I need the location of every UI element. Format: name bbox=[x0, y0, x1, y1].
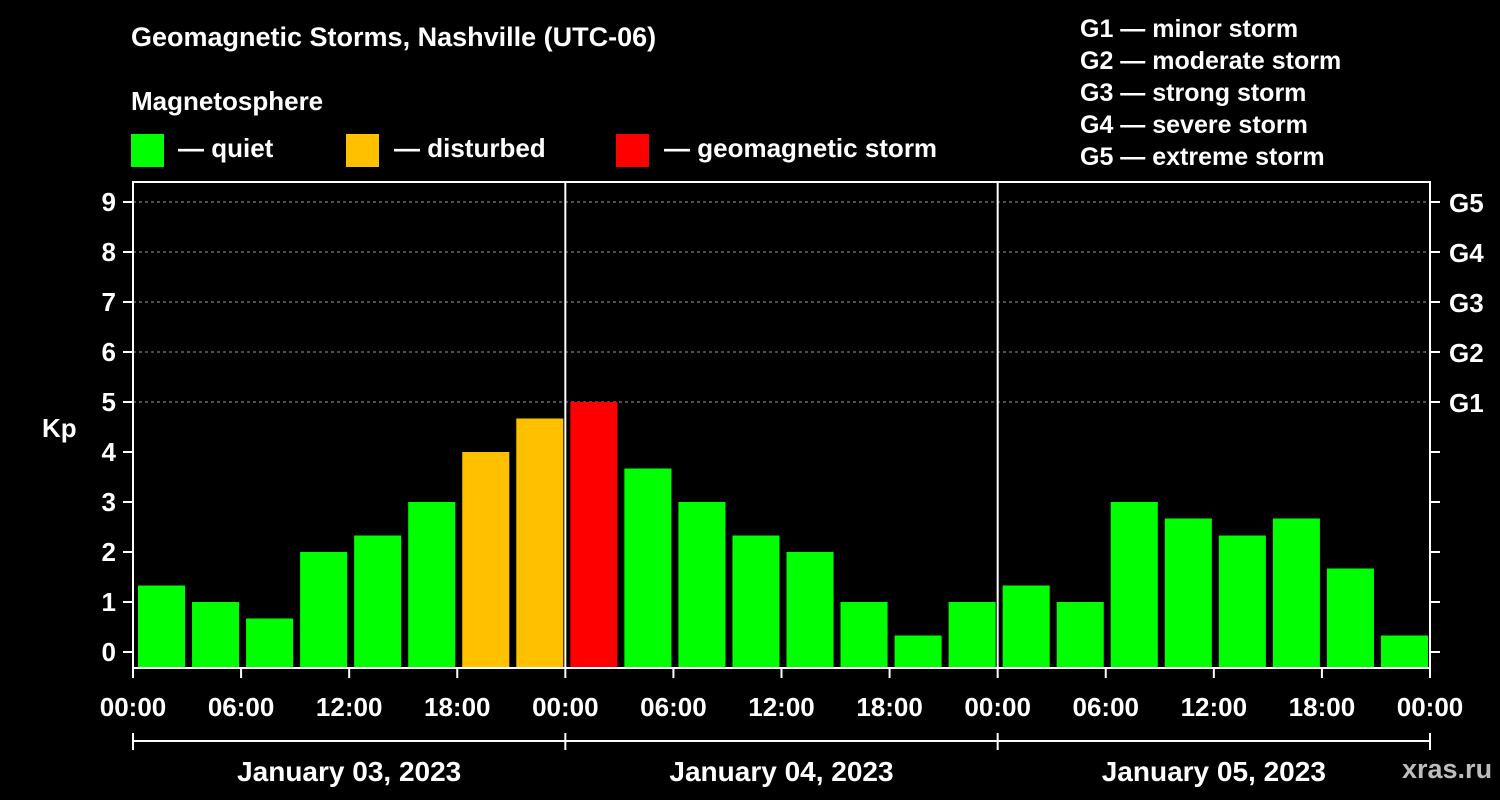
ytick-label-6: 6 bbox=[102, 337, 116, 367]
kp-bar-1 bbox=[192, 602, 240, 668]
gscale-tick-G2: G2 bbox=[1449, 338, 1484, 368]
xtick-label-1: 06:00 bbox=[208, 692, 275, 722]
watermark: xras.ru bbox=[1402, 754, 1493, 784]
legend-swatch-disturbed bbox=[346, 134, 379, 167]
kp-bar-12 bbox=[786, 552, 834, 668]
legend-subtitle: Magnetosphere bbox=[131, 86, 324, 116]
xtick-label-7: 18:00 bbox=[856, 692, 923, 722]
kp-bar-15 bbox=[948, 602, 996, 668]
kp-bar-7 bbox=[516, 418, 564, 668]
gscale-tick-G5: G5 bbox=[1449, 188, 1484, 218]
kp-bar-10 bbox=[678, 502, 726, 668]
xtick-label-11: 18:00 bbox=[1289, 692, 1356, 722]
legend-label-disturbed: — disturbed bbox=[394, 133, 546, 163]
ytick-label-9: 9 bbox=[102, 187, 116, 217]
kp-bar-14 bbox=[894, 635, 942, 668]
kp-bar-18 bbox=[1110, 502, 1158, 668]
storm-scale-g1: G1 — minor storm bbox=[1080, 15, 1299, 43]
xtick-label-6: 12:00 bbox=[748, 692, 815, 722]
xtick-label-10: 12:00 bbox=[1181, 692, 1248, 722]
kp-bar-19 bbox=[1164, 518, 1212, 668]
day-label-1: January 04, 2023 bbox=[669, 756, 893, 787]
kp-bar-11 bbox=[732, 535, 780, 668]
gscale-tick-G4: G4 bbox=[1449, 238, 1484, 268]
xtick-label-12: 00:00 bbox=[1397, 692, 1464, 722]
kp-bar-23 bbox=[1380, 635, 1428, 668]
kp-bar-0 bbox=[138, 585, 186, 668]
xtick-label-8: 00:00 bbox=[964, 692, 1031, 722]
kp-bar-22 bbox=[1326, 568, 1374, 668]
kp-bar-5 bbox=[408, 502, 456, 668]
storm-scale-g4: G4 — severe storm bbox=[1080, 111, 1308, 139]
kp-bar-17 bbox=[1056, 602, 1104, 668]
kp-bar-2 bbox=[246, 618, 294, 668]
kp-bar-16 bbox=[1002, 585, 1050, 668]
xtick-label-4: 00:00 bbox=[532, 692, 599, 722]
ytick-label-2: 2 bbox=[102, 537, 116, 567]
kp-bar-21 bbox=[1272, 518, 1320, 668]
ytick-label-0: 0 bbox=[102, 637, 116, 667]
xtick-label-5: 06:00 bbox=[640, 692, 707, 722]
legend-label-storm: — geomagnetic storm bbox=[664, 133, 938, 163]
kp-bar-6 bbox=[462, 452, 510, 668]
kp-bar-13 bbox=[840, 602, 888, 668]
ytick-label-5: 5 bbox=[102, 387, 116, 417]
ytick-label-3: 3 bbox=[102, 487, 116, 517]
kp-bar-4 bbox=[354, 535, 402, 668]
storm-scale-g2: G2 — moderate storm bbox=[1080, 47, 1342, 75]
kp-bar-8 bbox=[570, 402, 618, 668]
gscale-tick-G1: G1 bbox=[1449, 388, 1484, 418]
kp-bar-9 bbox=[624, 468, 672, 668]
y-axis-label: Kp bbox=[42, 413, 77, 443]
ytick-label-7: 7 bbox=[102, 287, 116, 317]
storm-scale-g3: G3 — strong storm bbox=[1080, 79, 1307, 107]
chart-title: Geomagnetic Storms, Nashville (UTC-06) bbox=[131, 22, 657, 52]
gscale-tick-G3: G3 bbox=[1449, 288, 1484, 318]
storm-scale-g5: G5 — extreme storm bbox=[1080, 143, 1325, 171]
ytick-label-8: 8 bbox=[102, 237, 116, 267]
ytick-label-1: 1 bbox=[102, 587, 116, 617]
legend-label-quiet: — quiet bbox=[178, 133, 274, 163]
day-label-2: January 05, 2023 bbox=[1102, 756, 1326, 787]
legend-swatch-storm bbox=[616, 134, 649, 167]
kp-bar-20 bbox=[1218, 535, 1266, 668]
legend-swatch-quiet bbox=[131, 134, 164, 167]
xtick-label-9: 06:00 bbox=[1073, 692, 1140, 722]
xtick-label-2: 12:00 bbox=[316, 692, 383, 722]
xtick-label-3: 18:00 bbox=[424, 692, 491, 722]
xtick-label-0: 00:00 bbox=[100, 692, 167, 722]
day-label-0: January 03, 2023 bbox=[237, 756, 461, 787]
ytick-label-4: 4 bbox=[102, 437, 117, 467]
kp-bar-3 bbox=[300, 552, 348, 668]
